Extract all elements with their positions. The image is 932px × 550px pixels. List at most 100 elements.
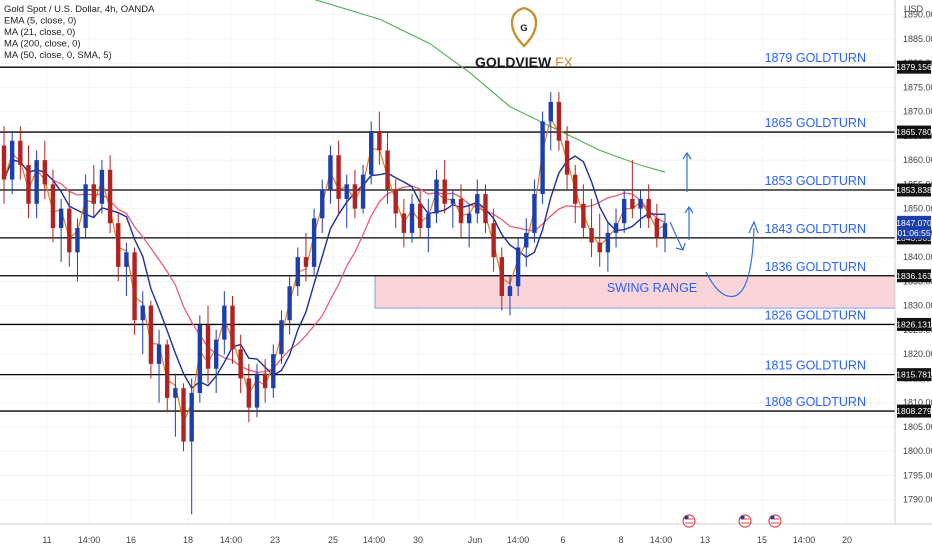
brand-name-main: GOLDVIEW bbox=[475, 54, 555, 70]
candle-body bbox=[230, 305, 235, 350]
candle-body bbox=[548, 101, 553, 122]
ema5-line bbox=[3, 116, 666, 425]
goldturn-label: 1808 GOLDTURN bbox=[765, 395, 866, 409]
price-tags: 1879.1561865.7801853.8381843.9651836.163… bbox=[896, 60, 932, 418]
candle-body bbox=[132, 252, 137, 321]
candle-body bbox=[165, 344, 170, 398]
goldturn-lines bbox=[0, 66, 895, 412]
candle-body bbox=[573, 174, 578, 204]
candle-body bbox=[173, 388, 178, 398]
candle-body bbox=[401, 213, 407, 233]
candle-body bbox=[434, 179, 439, 214]
x-tick-label: 14:00 bbox=[650, 535, 673, 545]
x-tick-label: 23 bbox=[270, 535, 280, 545]
candle-body bbox=[556, 101, 562, 141]
y-tick-label: 1790.000 bbox=[903, 495, 932, 505]
candle-body bbox=[189, 393, 194, 442]
current-price-text: 1847.070 bbox=[896, 218, 932, 228]
candle-body bbox=[466, 213, 472, 224]
event-flags[interactable] bbox=[682, 514, 782, 528]
legend-line: Gold Spot / U.S. Dollar, 4h, OANDA bbox=[4, 4, 155, 15]
candle-body bbox=[107, 169, 113, 224]
candle-body bbox=[417, 203, 423, 229]
candle-body bbox=[295, 257, 300, 287]
goldturn-label: 1879 GOLDTURN bbox=[765, 51, 866, 65]
x-tick-label: 14:00 bbox=[363, 535, 386, 545]
candle-body bbox=[377, 131, 382, 151]
candle-body bbox=[507, 286, 513, 296]
candle-body bbox=[458, 198, 464, 224]
x-tick-label: 14:00 bbox=[507, 535, 530, 545]
y-tick-label: 1875.000 bbox=[903, 82, 932, 92]
time-axis[interactable]: 11 14:00 16 18 14:00 23 25 14:00 30 Jun 14:00 6 8 14:… bbox=[42, 535, 852, 545]
candle-body bbox=[426, 213, 431, 229]
candle-body bbox=[262, 373, 268, 389]
goldturn-label: 1853 GOLDTURN bbox=[765, 174, 866, 188]
candle-body bbox=[246, 378, 252, 408]
goldturn-label: 1826 GOLDTURN bbox=[765, 308, 866, 322]
x-tick-label: 11 bbox=[42, 535, 51, 545]
level-price-tag-text: 1879.156 bbox=[896, 62, 932, 72]
candle-body bbox=[50, 184, 56, 229]
candle-body bbox=[646, 198, 651, 219]
down-arrow-short bbox=[669, 221, 684, 251]
candle-body bbox=[638, 198, 643, 209]
goldturn-label: 1843 GOLDTURN bbox=[765, 222, 866, 236]
currency-label: USD bbox=[904, 4, 924, 14]
level-price-tag bbox=[897, 183, 931, 197]
candle-body bbox=[67, 208, 72, 253]
y-tick-label: 1890.000 bbox=[903, 10, 932, 20]
candle-body bbox=[91, 184, 96, 204]
candle-body bbox=[336, 155, 341, 199]
swing-range-label: SWING RANGE bbox=[607, 281, 697, 295]
level-price-tag-text: 1815.781 bbox=[896, 370, 932, 380]
ma50-line bbox=[3, 159, 666, 374]
x-tick-label: 20 bbox=[842, 535, 852, 545]
candle-body bbox=[83, 184, 88, 229]
y-tick-label: 1860.000 bbox=[903, 155, 932, 165]
y-tick-label: 1820.000 bbox=[903, 349, 932, 359]
candle-body bbox=[581, 203, 586, 229]
candle-body bbox=[442, 179, 447, 204]
logo-letter: G bbox=[520, 23, 527, 34]
location-pin-icon bbox=[510, 6, 538, 48]
brand-name-suffix: FX bbox=[555, 54, 574, 70]
x-tick-label: 15 bbox=[757, 535, 767, 545]
x-tick-label: 8 bbox=[618, 535, 623, 545]
y-tick-label: 1885.000 bbox=[903, 34, 932, 44]
level-price-tag-text: 1826.131 bbox=[896, 319, 932, 329]
candle-body bbox=[621, 198, 627, 224]
swing-range: SWING RANGE bbox=[374, 275, 896, 309]
candle-body bbox=[450, 198, 456, 204]
x-tick-label: 16 bbox=[126, 535, 136, 545]
up-arrow-1865-head bbox=[682, 151, 692, 160]
candle-body bbox=[491, 223, 496, 258]
us-flag-canton bbox=[770, 516, 775, 519]
candles bbox=[1, 92, 668, 515]
candle-body bbox=[613, 223, 619, 233]
goldview-logo: G GOLDVIEW FX bbox=[475, 6, 574, 70]
candle-body bbox=[393, 189, 398, 214]
candle-body bbox=[524, 232, 529, 248]
candle-body bbox=[385, 150, 390, 190]
ma21-line bbox=[3, 155, 665, 390]
candle-body bbox=[1, 145, 7, 180]
level-price-tag-text: 1853.838 bbox=[896, 185, 932, 195]
y-tick-label: 1840.000 bbox=[903, 252, 932, 262]
moving-averages bbox=[3, 0, 666, 425]
candle-body bbox=[197, 325, 203, 393]
candle-body bbox=[605, 232, 611, 253]
goldturn-label: 1815 GOLDTURN bbox=[765, 359, 866, 373]
candle-body bbox=[9, 140, 15, 180]
candle-body bbox=[597, 242, 602, 253]
candle-body bbox=[303, 257, 309, 267]
brand-name: GOLDVIEW FX bbox=[475, 54, 574, 70]
legend-line: MA (21, close, 0) bbox=[4, 27, 75, 38]
level-price-tag bbox=[897, 368, 931, 382]
candle-body bbox=[483, 194, 488, 224]
candle-body bbox=[18, 140, 23, 165]
x-tick-label: 13 bbox=[700, 535, 710, 545]
